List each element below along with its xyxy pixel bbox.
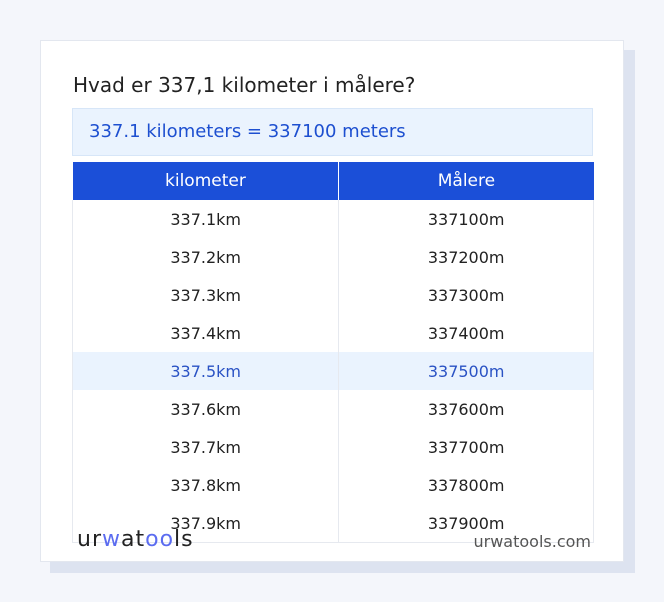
header-meters: Målere [338, 162, 594, 200]
meters-cell: 337700m [338, 428, 594, 466]
urwatools-logo: urwatools [77, 527, 194, 552]
table-row: 337.3km 337300m [71, 276, 594, 314]
kilometer-cell: 337.9km [71, 504, 340, 543]
header-kilometer: kilometer [72, 162, 339, 200]
converter-card: Hvad er 337,1 kilometer i målere? 337.1 … [40, 40, 624, 562]
meters-cell: 337100m [338, 200, 594, 238]
meters-cell: 337500m [338, 352, 594, 390]
kilometer-cell: 337.8km [71, 466, 340, 504]
kilometer-cell: 337.5km [71, 352, 340, 390]
table-row: 337.7km 337700m [71, 428, 594, 466]
table-row: 337.5km 337500m [71, 352, 594, 390]
table-row: 337.6km 337600m [71, 390, 594, 428]
kilometer-cell: 337.6km [71, 390, 340, 428]
kilometer-cell: 337.1km [71, 200, 340, 238]
table-row: 337.9km 337900m [71, 504, 594, 543]
table-row: 337.8km 337800m [71, 466, 594, 504]
table-row: 337.2km 337200m [71, 238, 594, 276]
kilometer-cell: 337.4km [71, 314, 340, 352]
meters-cell: 337800m [338, 466, 594, 504]
meters-cell: 337300m [338, 276, 594, 314]
result-box: 337.1 kilometers = 337100 meters [72, 108, 593, 156]
meters-cell: 337600m [338, 390, 594, 428]
kilometer-cell: 337.3km [71, 276, 340, 314]
table-row: 337.4km 337400m [71, 314, 594, 352]
meters-cell: 337900m [338, 504, 594, 543]
table-row: 337.1km 337100m [71, 200, 594, 238]
kilometer-cell: 337.2km [71, 238, 340, 276]
kilometer-cell: 337.7km [71, 428, 340, 466]
meters-cell: 337200m [338, 238, 594, 276]
conversion-table: kilometer Målere 337.1km 337100m 337.2km 33… [71, 162, 594, 543]
page-title: Hvad er 337,1 kilometer i målere? [73, 73, 416, 97]
meters-cell: 337400m [338, 314, 594, 352]
site-link[interactable]: urwatools.com [473, 532, 592, 551]
